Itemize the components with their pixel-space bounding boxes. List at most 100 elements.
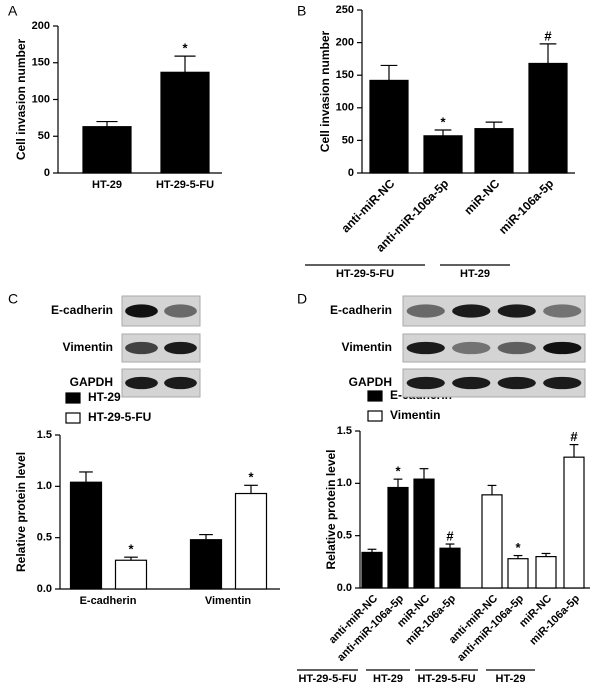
y-tick-label: 0.0	[37, 583, 52, 595]
x-tick-label: HT-29-5-FU	[156, 179, 214, 191]
group-label: HT-29-5-FU	[336, 268, 394, 280]
legend-swatch	[65, 392, 81, 404]
bar	[481, 494, 503, 589]
legend-swatch	[367, 390, 383, 402]
blot-band	[406, 304, 445, 318]
bar	[160, 71, 210, 174]
panel-label: D	[297, 291, 307, 307]
blot-band	[497, 376, 536, 390]
annotation: #	[544, 28, 552, 43]
blot-band	[164, 304, 197, 318]
blot-band	[452, 341, 491, 355]
bar	[528, 62, 568, 174]
bar	[535, 555, 557, 589]
group-label: HT-29	[460, 268, 490, 280]
y-tick-label: 100	[336, 102, 354, 114]
y-tick-label: 1.0	[337, 477, 352, 489]
x-tick-label: HT-29	[92, 179, 122, 191]
blot-band	[125, 341, 158, 355]
x-tick-label: anti-miR-NC	[338, 176, 397, 235]
bar	[423, 135, 463, 174]
bar	[413, 478, 435, 589]
y-tick-label: 1.5	[337, 425, 352, 437]
y-tick-label: 1.5	[37, 429, 52, 441]
annotation: *	[440, 114, 446, 129]
y-tick-label: 0	[44, 167, 50, 179]
panel-label: A	[8, 3, 18, 19]
x-tick-label: miR-NC	[461, 176, 502, 217]
annotation: *	[515, 540, 521, 555]
y-axis-label: Relative protein level	[14, 452, 28, 572]
blot-label: Vimentin	[63, 340, 113, 354]
y-tick-label: 1.0	[37, 480, 52, 492]
y-axis-label: Cell invasion number	[14, 38, 28, 160]
y-tick-label: 50	[38, 130, 50, 142]
group-label: HT-29	[373, 673, 403, 685]
annotation: *	[395, 464, 401, 479]
blot-label: E-cadherin	[330, 303, 392, 317]
bar	[361, 551, 383, 589]
blot-label: GAPDH	[70, 375, 113, 389]
blot-band	[164, 376, 197, 390]
y-tick-label: 150	[32, 57, 50, 69]
x-tick-label: miR-106a-5p	[527, 592, 582, 647]
bar	[387, 486, 409, 589]
blot-label: E-cadherin	[51, 303, 113, 317]
blot-band	[406, 376, 445, 390]
group-label: HT-29	[496, 673, 526, 685]
y-tick-label: 100	[32, 93, 50, 105]
blot-band	[497, 304, 536, 318]
bar	[69, 481, 103, 590]
group-label: HT-29-5-FU	[298, 673, 356, 685]
bar	[507, 558, 529, 589]
x-tick-label: E-cadherin	[80, 595, 137, 607]
x-tick-label: Vimentin	[205, 595, 252, 607]
blot-band	[497, 341, 536, 355]
bar	[439, 547, 461, 589]
blot-band	[125, 376, 158, 390]
bar	[114, 559, 148, 590]
bar	[474, 128, 514, 174]
y-tick-label: 50	[342, 134, 354, 146]
blot-band	[406, 341, 445, 355]
blot-label: GAPDH	[349, 375, 392, 389]
y-tick-label: 0.5	[37, 532, 52, 544]
blot-band	[164, 341, 197, 355]
legend-label: HT-29-5-FU	[88, 410, 151, 424]
bar	[82, 126, 132, 174]
annotation: *	[182, 41, 188, 56]
y-tick-label: 200	[336, 37, 354, 49]
panel-label: B	[297, 3, 306, 19]
y-tick-label: 0.0	[337, 582, 352, 594]
group-label: HT-29-5-FU	[417, 673, 475, 685]
blot-band	[543, 341, 582, 355]
blot-band	[452, 304, 491, 318]
y-tick-label: 0.5	[337, 530, 352, 542]
annotation: *	[128, 542, 134, 557]
blot-band	[543, 304, 582, 318]
y-tick-label: 150	[336, 69, 354, 81]
bar	[563, 456, 585, 589]
bar	[189, 539, 223, 590]
blot-band	[125, 304, 158, 318]
panel-label: C	[8, 291, 18, 307]
y-tick-label: 200	[32, 20, 50, 32]
blot-label: Vimentin	[342, 340, 392, 354]
annotation: #	[446, 528, 454, 543]
legend-label: HT-29	[88, 390, 121, 404]
y-tick-label: 0	[348, 167, 354, 179]
blot-band	[452, 376, 491, 390]
bar	[234, 492, 268, 590]
y-axis-label: Cell invasion number	[318, 30, 332, 152]
blot-band	[543, 376, 582, 390]
legend-swatch	[65, 412, 81, 424]
y-tick-label: 250	[336, 4, 354, 16]
annotation: #	[570, 429, 578, 444]
y-axis-label: Relative protein level	[324, 449, 338, 569]
bar	[369, 79, 409, 174]
legend-label: Vimentin	[390, 408, 440, 422]
legend-swatch	[367, 410, 383, 422]
x-tick-label: miR-106a-5p	[496, 176, 556, 236]
annotation: *	[248, 470, 254, 485]
